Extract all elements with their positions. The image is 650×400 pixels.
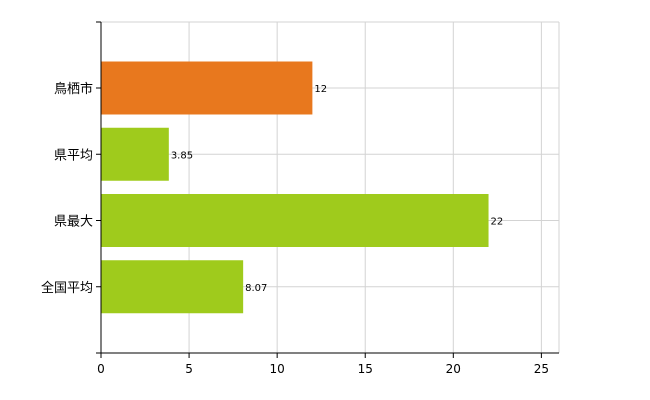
value-label-3: 8.07: [245, 283, 267, 294]
x-tick-label-20: 20: [446, 362, 461, 376]
bar-1: [101, 127, 169, 181]
bar-3: [101, 260, 244, 314]
x-tick-label-0: 0: [97, 362, 105, 376]
category-label-3: 全国平均: [41, 280, 93, 296]
x-tick-label-15: 15: [358, 362, 373, 376]
x-tick-label-25: 25: [534, 362, 549, 376]
bar-2: [101, 194, 489, 247]
x-tick-label-5: 5: [185, 362, 193, 376]
x-tick-label-10: 10: [270, 362, 285, 376]
category-label-2: 県最大: [54, 215, 93, 230]
value-label-1: 3.85: [171, 150, 193, 161]
category-label-0: 鳥栖市: [54, 81, 93, 97]
category-label-1: 県平均: [54, 148, 93, 163]
value-label-0: 12: [314, 84, 327, 95]
bar-0: [101, 61, 313, 115]
value-label-2: 22: [491, 217, 504, 228]
